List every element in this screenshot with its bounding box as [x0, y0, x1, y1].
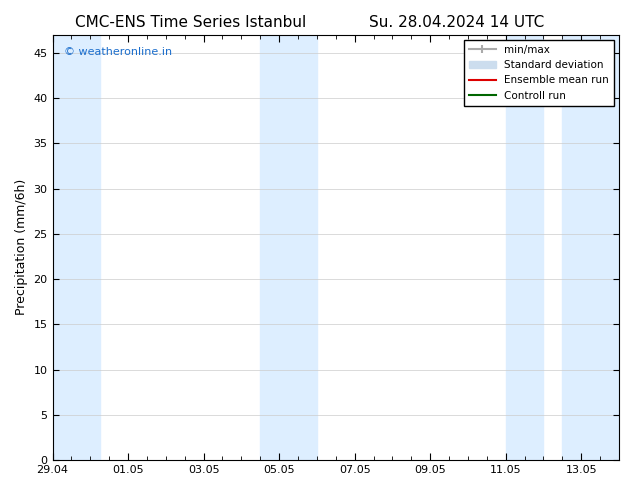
- Y-axis label: Precipitation (mm/6h): Precipitation (mm/6h): [15, 179, 28, 316]
- Bar: [53, 35, 100, 460]
- Bar: [260, 35, 317, 460]
- Text: © weatheronline.in: © weatheronline.in: [64, 48, 172, 57]
- Bar: [506, 35, 543, 460]
- Legend: min/max, Standard deviation, Ensemble mean run, Controll run: min/max, Standard deviation, Ensemble me…: [464, 40, 614, 106]
- Text: CMC-ENS Time Series Istanbul: CMC-ENS Time Series Istanbul: [75, 15, 306, 30]
- Bar: [562, 35, 619, 460]
- Text: Su. 28.04.2024 14 UTC: Su. 28.04.2024 14 UTC: [369, 15, 544, 30]
